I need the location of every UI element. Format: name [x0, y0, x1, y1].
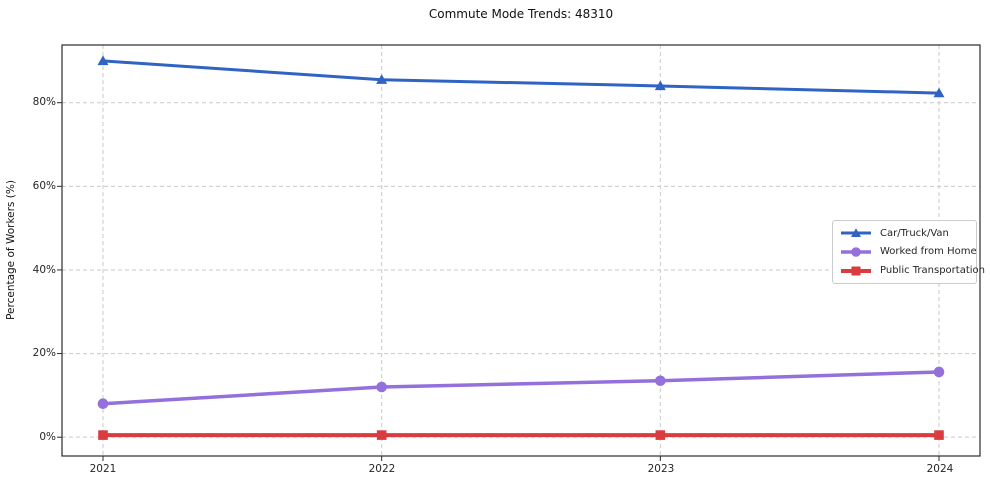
legend-item-public-transportation: Public Transportation [839, 265, 985, 277]
square-marker-icon [841, 266, 871, 276]
chart-title: Commute Mode Trends: 48310 [428, 7, 614, 21]
legend-label: Public Transportation [880, 265, 985, 277]
x-tick-label-2024: 2024 [926, 463, 954, 475]
circle-marker-icon [841, 247, 871, 257]
legend: Car/Truck/Van Worked from Home Public Tr… [832, 220, 985, 284]
legend-label: Car/Truck/Van [880, 227, 949, 239]
x-tick-label-2022: 2022 [368, 463, 396, 475]
triangle-marker-icon [841, 228, 871, 238]
legend-item-worked-from-home: Worked from Home [839, 246, 977, 258]
y-tick-label-40: 40% [32, 264, 56, 276]
y-tick-label-60: 60% [32, 180, 56, 192]
y-tick-label-80: 80% [32, 96, 56, 108]
y-tick-label-20: 20% [32, 347, 56, 359]
x-tick-label-2023: 2023 [647, 463, 675, 475]
legend-item-car-truck-van: Car/Truck/Van [839, 227, 970, 239]
legend-label: Worked from Home [880, 246, 977, 258]
y-tick-label-0: 0% [39, 431, 56, 443]
x-tick-label-2021: 2021 [89, 463, 117, 475]
